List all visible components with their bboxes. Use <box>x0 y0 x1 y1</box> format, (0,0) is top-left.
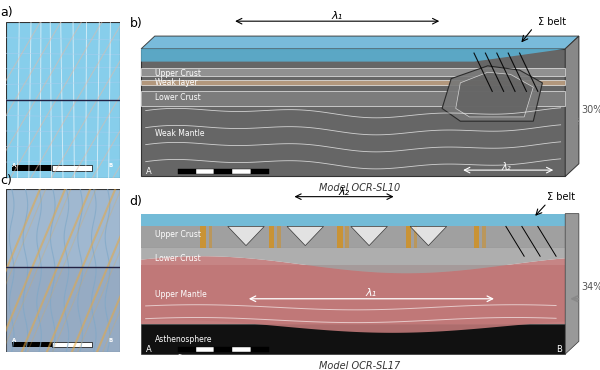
Text: Weak layer: Weak layer <box>155 78 197 87</box>
Polygon shape <box>141 248 565 273</box>
Polygon shape <box>6 189 120 352</box>
Bar <box>196 169 214 174</box>
Text: Σ belt: Σ belt <box>538 17 566 27</box>
Bar <box>482 226 486 248</box>
Text: Upper Mantle: Upper Mantle <box>155 290 206 299</box>
Bar <box>52 165 91 171</box>
Text: d): d) <box>130 195 143 208</box>
Bar <box>12 342 52 347</box>
Bar <box>209 226 212 248</box>
Text: B: B <box>109 338 113 343</box>
Text: 5 cm: 5 cm <box>178 176 195 183</box>
Bar <box>214 169 232 174</box>
Text: λ₂: λ₂ <box>338 186 350 196</box>
Polygon shape <box>442 66 542 121</box>
Text: 34%: 34% <box>581 282 600 292</box>
Bar <box>214 347 232 352</box>
Text: Upper Crust: Upper Crust <box>155 231 201 239</box>
Text: Model OCR-SL17: Model OCR-SL17 <box>319 361 401 370</box>
Polygon shape <box>565 36 579 176</box>
Polygon shape <box>141 256 565 333</box>
Polygon shape <box>410 226 446 246</box>
Bar <box>178 347 196 352</box>
Bar <box>200 226 206 248</box>
Polygon shape <box>141 324 565 354</box>
Bar <box>232 347 251 352</box>
Bar <box>12 165 52 171</box>
Bar <box>251 169 269 174</box>
Polygon shape <box>141 226 565 248</box>
Polygon shape <box>141 213 565 226</box>
Text: B: B <box>109 163 113 168</box>
Text: a): a) <box>0 6 13 19</box>
Polygon shape <box>141 68 565 77</box>
Polygon shape <box>141 91 565 106</box>
Text: A: A <box>146 345 151 354</box>
Polygon shape <box>351 226 388 246</box>
Polygon shape <box>141 80 565 85</box>
Polygon shape <box>141 265 565 324</box>
Text: Weak Mantle: Weak Mantle <box>155 130 204 138</box>
Text: Asthenosphere: Asthenosphere <box>155 335 212 344</box>
Text: 30%: 30% <box>581 105 600 115</box>
Polygon shape <box>6 22 120 178</box>
Text: Lower Crust: Lower Crust <box>155 254 200 263</box>
Text: B: B <box>556 345 562 354</box>
Text: Upper Crust: Upper Crust <box>155 69 201 78</box>
Polygon shape <box>228 226 264 246</box>
Text: b): b) <box>130 17 142 30</box>
Text: A: A <box>146 167 151 176</box>
Text: 5 cm: 5 cm <box>178 354 195 360</box>
Polygon shape <box>141 36 579 49</box>
Text: c): c) <box>0 174 12 187</box>
Bar <box>232 169 251 174</box>
Text: λ₁: λ₁ <box>366 288 377 298</box>
Text: Model OCR-SL10: Model OCR-SL10 <box>319 184 401 194</box>
Polygon shape <box>287 226 323 246</box>
Bar <box>277 226 281 248</box>
Polygon shape <box>6 267 120 352</box>
Bar <box>269 226 274 248</box>
Polygon shape <box>456 72 533 117</box>
Text: A: A <box>12 338 16 343</box>
Bar <box>178 169 196 174</box>
Bar <box>251 347 269 352</box>
Text: λ₁: λ₁ <box>332 11 343 21</box>
Bar <box>337 226 343 248</box>
Text: Lower Crust: Lower Crust <box>155 93 200 102</box>
Bar <box>414 226 418 248</box>
Polygon shape <box>141 49 565 61</box>
Text: λ₂: λ₂ <box>501 162 511 172</box>
Bar <box>406 226 411 248</box>
Text: Σ belt: Σ belt <box>547 192 575 202</box>
Polygon shape <box>141 49 565 176</box>
Bar <box>52 342 91 347</box>
Bar <box>474 226 479 248</box>
Bar <box>196 347 214 352</box>
Polygon shape <box>565 213 579 354</box>
Bar <box>346 226 349 248</box>
Text: A: A <box>12 163 16 168</box>
